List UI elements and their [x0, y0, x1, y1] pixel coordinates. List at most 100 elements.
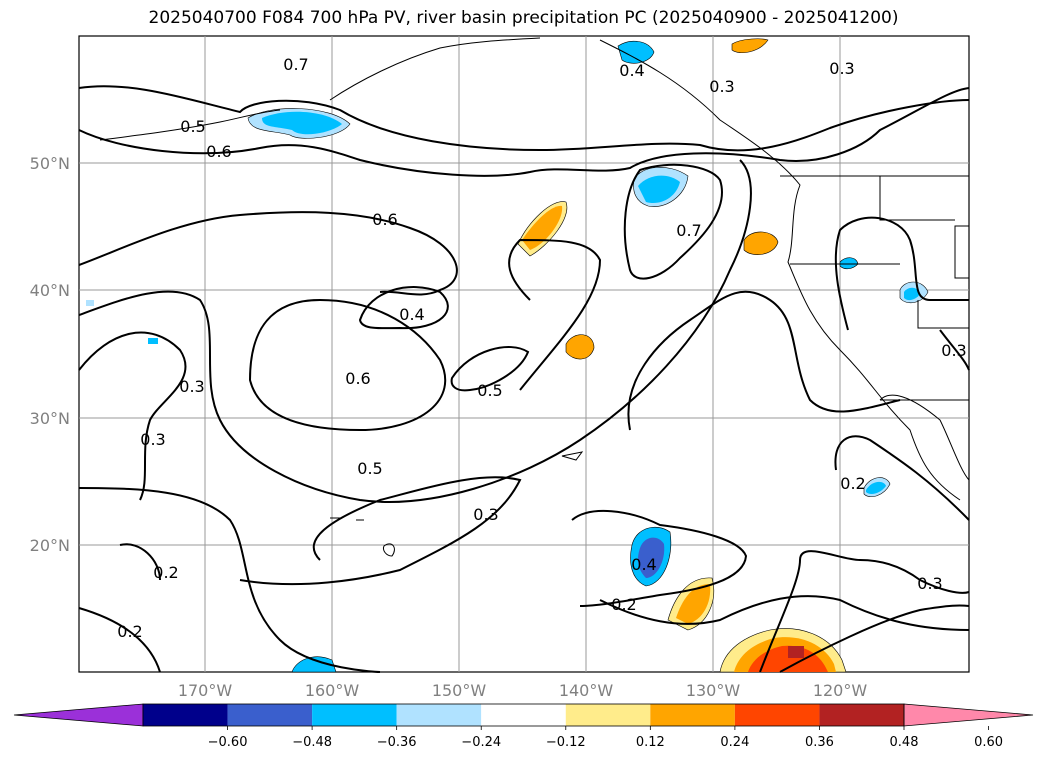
colorbar-tick-label: −0.12 [546, 735, 586, 750]
coastline-baja [879, 394, 970, 481]
colorbar-segment [650, 704, 735, 726]
contour-line [239, 476, 522, 586]
contour-line [78, 211, 458, 296]
longitude-labels: 170°W 160°W 150°W 140°W 130°W 120°W [178, 681, 868, 700]
colorbar-tick-label: −0.60 [208, 735, 248, 750]
contour-line [599, 595, 970, 631]
positive-anomaly-region [565, 334, 595, 360]
lat-label: 40°N [30, 281, 70, 300]
lon-label: 120°W [813, 681, 868, 700]
island-hawaii [561, 451, 584, 461]
coastline-alaska [329, 37, 541, 101]
negative-anomaly-region [617, 40, 655, 64]
negative-anomaly-region [904, 287, 920, 301]
positive-anomaly-region [676, 584, 711, 624]
contour-label: 0.3 [917, 574, 942, 593]
contour-label: 0.3 [941, 341, 966, 360]
contour-label: 0.4 [399, 305, 424, 324]
contour-line [119, 543, 161, 581]
contour-label: 0.2 [611, 595, 636, 614]
colorbar-tick-label: 0.36 [805, 735, 834, 750]
contour-label: 0.3 [473, 505, 498, 524]
contour-line [248, 298, 447, 432]
contour-label: 0.3 [140, 430, 165, 449]
lat-label: 20°N [30, 536, 70, 555]
colorbar-tick-label: 0.48 [890, 735, 919, 750]
colorbar-segment [312, 704, 397, 726]
positive-anomaly-region [522, 205, 563, 250]
contour-line [450, 346, 530, 392]
contour-line [939, 329, 970, 371]
colorbar-segment [481, 704, 566, 726]
colorbar-segment [819, 704, 904, 726]
contour-label: 0.2 [117, 622, 142, 641]
contour-line [358, 286, 449, 330]
contour-line [623, 163, 723, 280]
colorbar-tick-label: 0.60 [974, 735, 1003, 750]
negative-anomaly-region [291, 656, 337, 673]
colorbar-ticks: −0.60 −0.48 −0.36 −0.24 −0.12 0.12 0.24 0.36 0.4… [208, 726, 1003, 750]
lon-label: 140°W [559, 681, 614, 700]
negative-anomaly-region [86, 300, 94, 306]
contour-line [508, 238, 602, 391]
lon-label: 170°W [178, 681, 233, 700]
contour-label: 0.2 [153, 563, 178, 582]
colorbar [13, 703, 1034, 727]
colorbar-extend-low [13, 703, 144, 727]
contour-label: 0.4 [631, 555, 656, 574]
contour-line [759, 550, 970, 673]
contour-label: 0.5 [180, 117, 205, 136]
contour-line [779, 604, 970, 673]
colorbar-extend-high [903, 703, 1034, 727]
contour-label: 0.6 [345, 369, 370, 388]
colorbar-segment [565, 704, 651, 726]
contour-line [78, 331, 187, 501]
contour-label: 0.3 [709, 77, 734, 96]
contour-label: 0.3 [179, 377, 204, 396]
colorbar-segment [143, 704, 228, 726]
colorbar-segment [734, 704, 820, 726]
map-title: 2025040700 F084 700 hPa PV, river basin … [148, 8, 899, 28]
coastline-aleutians [99, 109, 281, 141]
colorbar-tick-label: 0.24 [720, 735, 749, 750]
contour-label: 0.7 [283, 55, 308, 74]
contour-label: 0.6 [372, 210, 397, 229]
positive-anomaly-region [788, 646, 804, 658]
contour-line [627, 290, 901, 431]
pv-contours [78, 85, 970, 673]
latitude-labels: 50°N 40°N 30°N 20°N [30, 154, 70, 555]
colorbar-segment [396, 704, 482, 726]
colorbar-tick-label: 0.12 [636, 735, 665, 750]
contour-line [78, 159, 752, 503]
colorbar-tick-label: −0.24 [461, 735, 501, 750]
colorbar-tick-label: −0.48 [292, 735, 332, 750]
negative-anomaly-region [148, 338, 158, 344]
contour-line [571, 509, 748, 607]
contour-label: 0.3 [829, 59, 854, 78]
lon-label: 160°W [305, 681, 360, 700]
contour-line [834, 216, 969, 331]
lat-label: 50°N [30, 154, 70, 173]
negative-anomaly-region [866, 481, 886, 494]
state-border [879, 176, 955, 221]
contour-line [78, 87, 970, 177]
state-border [917, 300, 969, 329]
negative-anomaly-region [638, 537, 665, 578]
contour-line [78, 607, 161, 673]
contour-line [834, 435, 970, 521]
coastlines [99, 37, 970, 557]
gridlines [79, 36, 969, 672]
precip-shading [86, 38, 929, 673]
contour-line [78, 487, 381, 673]
contour-label: 0.4 [619, 61, 644, 80]
contour-labels: 0.7 0.5 0.6 0.6 0.4 0.3 0.3 0.2 0.2 0.6 … [117, 55, 966, 641]
map-frame [78, 35, 970, 673]
colorbar-outline [142, 703, 905, 727]
state-border [954, 225, 970, 279]
contour-label: 0.7 [676, 221, 701, 240]
contour-label: 0.5 [477, 381, 502, 400]
positive-anomaly-region [731, 38, 769, 53]
island-hawaii [383, 543, 395, 557]
contour-line [78, 85, 970, 152]
